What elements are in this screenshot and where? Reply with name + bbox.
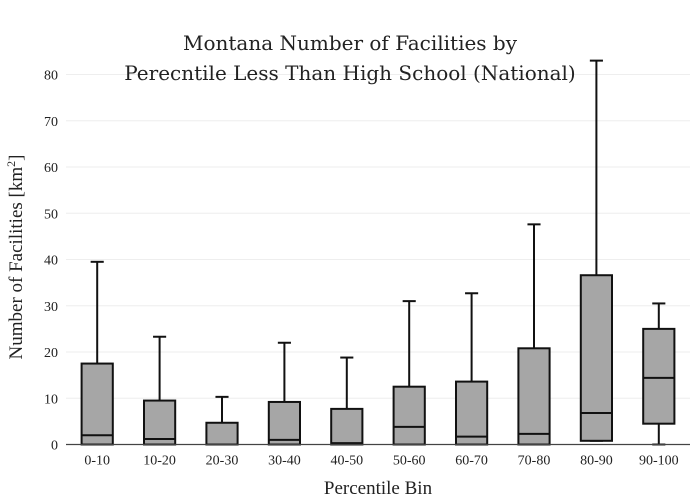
x-tick-label: 80-90 xyxy=(580,454,613,469)
iqr-box xyxy=(455,380,489,446)
y-tick-label: 20 xyxy=(44,346,58,361)
box-70-80 xyxy=(517,223,551,446)
y-axis-ticks: 0 10 20 30 40 50 60 70 80 xyxy=(44,69,58,454)
y-axis-title-main: Number of Facilities [km xyxy=(6,167,27,360)
y-tick-label: 50 xyxy=(44,207,58,222)
iqr-box xyxy=(330,407,364,446)
x-tick-label: 20-30 xyxy=(206,454,239,469)
x-tick-label: 10-20 xyxy=(143,454,176,469)
y-tick-label: 30 xyxy=(44,300,58,315)
x-tick-label: 40-50 xyxy=(330,454,363,469)
iqr-box xyxy=(642,327,676,425)
iqr-box xyxy=(205,421,239,446)
chart-title-line-2: Perecntile Less Than High School (Nation… xyxy=(124,61,575,85)
x-tick-label: 30-40 xyxy=(268,454,301,469)
iqr-box xyxy=(392,385,426,446)
x-tick-label: 50-60 xyxy=(393,454,426,469)
box-80-90 xyxy=(579,59,613,442)
y-tick-label: 70 xyxy=(44,115,58,130)
box-50-60 xyxy=(392,300,426,446)
y-tick-label: 40 xyxy=(44,254,58,269)
box-40-50 xyxy=(330,356,364,446)
y-axis-title-bracket: ] xyxy=(6,155,27,161)
iqr-box xyxy=(143,399,177,446)
x-axis-ticks: 0-10 10-20 20-30 30-40 40-50 50-60 60-70 70-80 8… xyxy=(84,454,678,469)
box-60-70 xyxy=(455,292,489,446)
y-axis-title: Number of Facilities [km2] xyxy=(4,155,27,360)
y-tick-label: 60 xyxy=(44,161,58,176)
iqr-box xyxy=(579,274,613,442)
y-tick-label: 0 xyxy=(51,439,58,454)
x-axis-title: Percentile Bin xyxy=(324,478,433,499)
box-series xyxy=(80,59,676,446)
y-axis-title-superscript: 2 xyxy=(4,161,18,167)
gridlines xyxy=(66,74,690,399)
box-90-100 xyxy=(642,302,676,446)
x-tick-label: 60-70 xyxy=(455,454,488,469)
iqr-box xyxy=(517,347,551,446)
iqr-box xyxy=(80,362,114,446)
y-tick-label: 80 xyxy=(44,69,58,84)
x-tick-label: 0-10 xyxy=(84,454,110,469)
x-tick-label: 70-80 xyxy=(518,454,551,469)
box-10-20 xyxy=(143,335,177,446)
box-30-40 xyxy=(267,341,301,446)
iqr-box xyxy=(267,400,301,446)
chart-title-line-1: Montana Number of Facilities by xyxy=(183,31,518,55)
box-0-10 xyxy=(80,260,114,446)
box-20-30 xyxy=(205,395,239,446)
x-tick-label: 90-100 xyxy=(639,454,679,469)
y-tick-label: 10 xyxy=(44,392,58,407)
